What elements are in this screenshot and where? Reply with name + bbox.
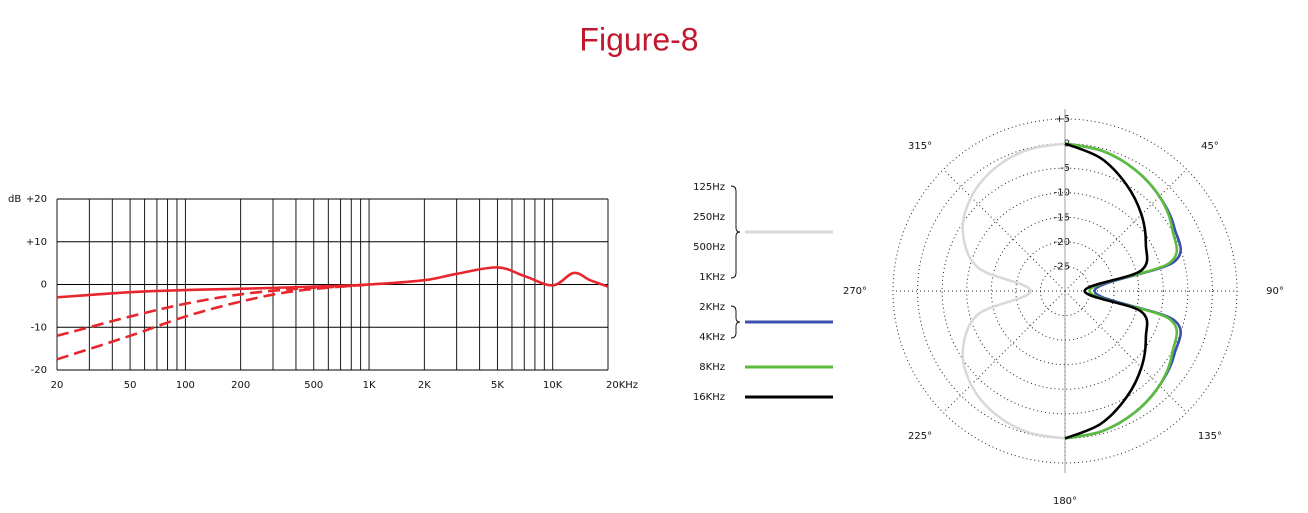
grid-circle (917, 143, 1213, 439)
y-tick-label: 0 (41, 280, 47, 291)
x-tick-label: 100 (176, 380, 195, 391)
legend-label: 4KHz (699, 332, 725, 343)
r-tick-label: -25 (1054, 261, 1070, 272)
x-tick-label: 50 (124, 380, 137, 391)
response-curve (56, 266, 609, 299)
angle-label: 45° (1201, 141, 1219, 152)
r-tick-label: -10 (1054, 188, 1070, 199)
grid-circle (966, 192, 1164, 390)
x-tick-label: 200 (231, 380, 250, 391)
angle-label: 180° (1053, 496, 1077, 507)
x-tick-label: 20KHz (606, 380, 638, 391)
x-tick-label: 1K (363, 380, 376, 391)
y-unit-label: dB (8, 194, 21, 205)
polar-curve (1064, 142, 1179, 440)
grid-circle (990, 216, 1140, 366)
r-tick-label: -15 (1054, 212, 1070, 223)
y-tick-label: -20 (31, 365, 47, 376)
response-curve (56, 283, 370, 338)
r-tick-label: -20 (1054, 237, 1070, 248)
grid-circle (892, 118, 1238, 464)
x-tick-label: 500 (304, 380, 323, 391)
r-tick-label: +5 (1055, 114, 1070, 125)
legend-label: 500Hz (693, 242, 725, 253)
legend-label: 8KHz (699, 362, 725, 373)
legend-brace (730, 305, 741, 339)
angle-label: 135° (1198, 431, 1222, 442)
x-tick-label: 5K (491, 380, 504, 391)
y-tick-label: +20 (26, 194, 47, 205)
polar-curve (1064, 142, 1149, 440)
legend-brace (730, 185, 741, 279)
grid-spoke (943, 290, 1066, 413)
grid-spoke (1064, 290, 1187, 413)
angle-label: 270° (843, 286, 867, 297)
legend-label: 125Hz (693, 182, 725, 193)
angle-label: 90° (1266, 286, 1284, 297)
polar-curve (961, 142, 1066, 440)
x-tick-label: 20 (51, 380, 64, 391)
y-tick-label: +10 (26, 237, 47, 248)
grid-circle (1015, 241, 1115, 341)
x-tick-label: 2K (418, 380, 431, 391)
figure-title: Figure-8 (579, 21, 698, 57)
grid-spoke (1064, 169, 1187, 292)
response-curve (56, 283, 370, 361)
grid-spoke (943, 169, 1066, 292)
legend-label: 1KHz (699, 272, 725, 283)
legend-label: 16KHz (693, 392, 725, 403)
legend-label: 2KHz (699, 302, 725, 313)
x-tick-label: 10K (543, 380, 563, 391)
angle-label: 225° (908, 431, 932, 442)
y-tick-label: -10 (31, 322, 47, 333)
legend-label: 250Hz (693, 212, 725, 223)
angle-label: 315° (908, 141, 932, 152)
